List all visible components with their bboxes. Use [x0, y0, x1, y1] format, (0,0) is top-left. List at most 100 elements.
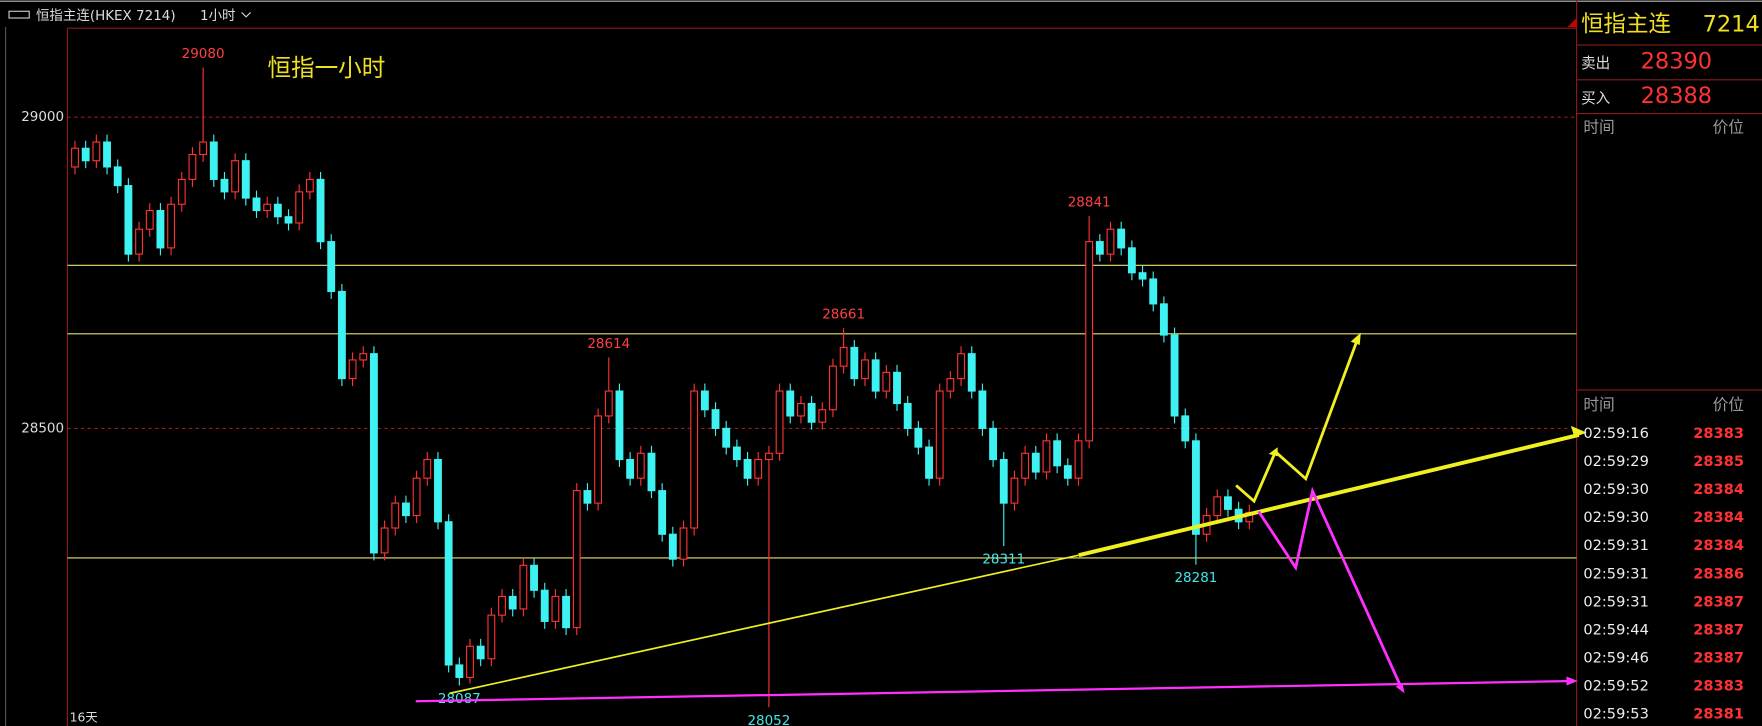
- candle-body: [476, 645, 485, 660]
- candle-body: [626, 458, 635, 479]
- time-header: 时间: [1583, 395, 1614, 414]
- candle-body: [1021, 452, 1030, 479]
- candle-body: [113, 166, 122, 187]
- high-label: 28661: [822, 307, 865, 323]
- candle-body: [647, 452, 656, 492]
- trade-time: 02:59:31: [1583, 537, 1649, 554]
- candle-body: [423, 458, 432, 479]
- candle-body: [273, 203, 282, 218]
- candle-body: [829, 365, 837, 411]
- candle-body: [295, 191, 304, 224]
- candle-body: [732, 446, 741, 461]
- trade-list: 02:59:16 28383 02:59:29 28385 02:59:30 28384 0…: [1583, 425, 1744, 723]
- quote-panel: 恒指主连 7214 卖出 28390 买入 28388 时间 价位 时间 价位 …: [1576, 11, 1762, 723]
- candle-body: [1170, 334, 1179, 417]
- candle-body: [882, 371, 891, 392]
- trade-time: 02:59:31: [1583, 565, 1649, 582]
- trade-price: 28387: [1693, 593, 1744, 610]
- candle-body: [679, 527, 688, 560]
- candle-body: [103, 141, 111, 168]
- candle-body: [594, 415, 603, 504]
- candle-body: [861, 359, 869, 380]
- candle-body: [903, 402, 912, 429]
- candle-body: [145, 209, 154, 230]
- trade-price: 28384: [1693, 537, 1744, 554]
- trade-time: 02:59:46: [1583, 650, 1649, 667]
- candle-body: [327, 241, 336, 293]
- candle-body: [946, 378, 955, 392]
- period-label[interactable]: 1小时: [200, 8, 236, 24]
- candle-body: [711, 409, 720, 429]
- candle-body: [1085, 241, 1094, 442]
- trendline-thick: [1078, 433, 1580, 558]
- quote-name: 恒指主连: [1581, 11, 1671, 37]
- candle-body: [124, 185, 133, 255]
- candle-body: [1042, 440, 1051, 473]
- candle-body: [636, 452, 645, 479]
- menu-icon[interactable]: [8, 10, 30, 19]
- candle-body: [337, 290, 346, 380]
- candle-body: [455, 664, 464, 678]
- trade-price: 28381: [1693, 706, 1744, 723]
- candle-body: [284, 216, 293, 224]
- candle-body: [412, 477, 421, 517]
- candle-body: [188, 153, 197, 180]
- price-header: 价位: [1713, 118, 1744, 137]
- buy-label: 买入: [1581, 90, 1611, 107]
- trade-time: 02:59:44: [1583, 621, 1649, 638]
- price-header: 价位: [1713, 395, 1744, 414]
- candle-body: [999, 458, 1008, 504]
- arrow-head: [1566, 676, 1578, 686]
- candle-body: [1181, 415, 1190, 442]
- candle-body: [487, 614, 496, 660]
- candle-body: [220, 178, 229, 193]
- trade-price: 28387: [1693, 650, 1744, 667]
- arrow-head: [1268, 447, 1278, 457]
- trade-price: 28385: [1693, 453, 1744, 470]
- candle-body: [1095, 241, 1104, 255]
- candle-body: [690, 390, 699, 529]
- candle-body: [1224, 496, 1232, 510]
- candle-body: [893, 371, 901, 405]
- header-title: 恒指主连(HKEX 7214): [36, 8, 176, 24]
- candle-body: [1149, 278, 1158, 305]
- candle-body: [775, 390, 784, 454]
- candle-body: [1053, 440, 1062, 467]
- candle-body: [402, 502, 410, 517]
- candle-body: [156, 209, 165, 249]
- dropdown-arrow[interactable]: [241, 12, 251, 18]
- candle-body: [135, 228, 143, 255]
- candle-body: [786, 390, 795, 417]
- candle-body: [1074, 440, 1083, 479]
- candle-body: [583, 490, 592, 504]
- period-selector[interactable]: 1小时: [200, 8, 251, 24]
- candle-body: [850, 346, 859, 380]
- high-label: 29080: [182, 46, 225, 62]
- sell-label: 卖出: [1581, 55, 1610, 72]
- y-tick-label: 29000: [21, 109, 64, 125]
- candle-body: [177, 178, 186, 205]
- candle-body: [1191, 440, 1200, 535]
- buy-price: 28388: [1641, 83, 1712, 109]
- candle-body: [914, 427, 923, 448]
- arrow-head: [1570, 425, 1587, 438]
- candle-body: [252, 197, 261, 212]
- arrow-head: [1350, 332, 1361, 346]
- sell-price: 28390: [1641, 48, 1712, 74]
- candle-body: [540, 589, 549, 622]
- trade-time: 02:59:16: [1583, 425, 1649, 442]
- candle-body: [818, 409, 827, 423]
- candle-body: [871, 359, 880, 392]
- candle-body: [391, 502, 400, 529]
- trade-price: 28386: [1693, 565, 1744, 582]
- candle-body: [1010, 477, 1019, 504]
- candle-body: [359, 353, 368, 361]
- candle-body: [562, 595, 571, 629]
- candle-body: [316, 178, 325, 243]
- high-label: 28614: [587, 336, 630, 352]
- trade-price: 28383: [1693, 425, 1744, 442]
- arrow-head: [1395, 683, 1405, 694]
- trade-time: 02:59:30: [1583, 509, 1649, 526]
